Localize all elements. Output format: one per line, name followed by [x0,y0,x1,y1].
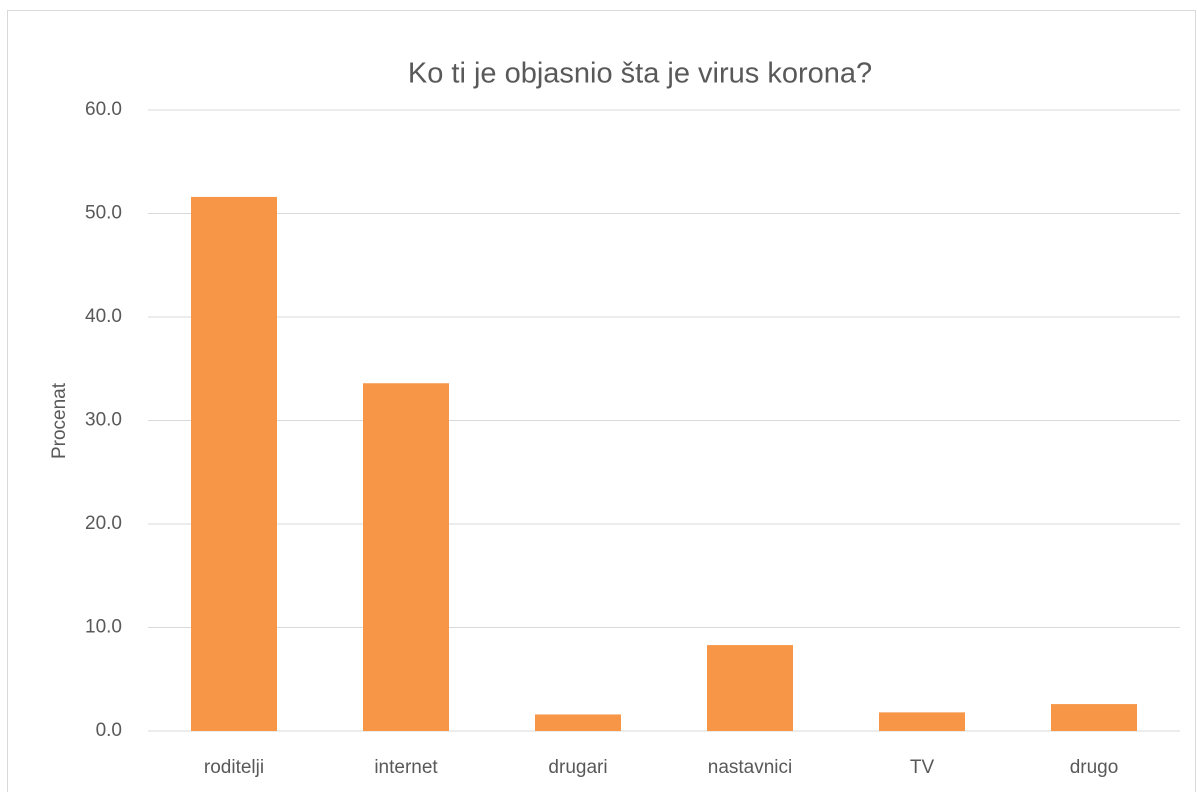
bar [535,714,621,731]
y-tick-label: 30.0 [85,410,122,431]
bar [363,383,449,731]
chart-title: Ko ti je objasnio šta je virus korona? [408,58,872,90]
y-tick-label: 60.0 [85,99,122,120]
x-tick-label: TV [910,757,935,778]
x-tick-label: roditelji [204,757,264,778]
chart-frame [7,10,1196,792]
y-tick-label: 20.0 [85,513,122,534]
x-tick-label: drugari [548,757,607,778]
y-tick-label: 50.0 [85,203,122,224]
y-tick-label: 10.0 [85,617,122,638]
bar [1051,704,1137,731]
bar [707,645,793,731]
x-tick-label: internet [374,757,438,778]
y-tick-label: 40.0 [85,306,122,327]
bar [879,712,965,731]
y-tick-label: 0.0 [96,720,122,741]
x-tick-label: drugo [1070,757,1119,778]
bar [191,196,277,731]
x-tick-label: nastavnici [708,757,793,778]
y-axis-label: Procenat [49,382,70,459]
